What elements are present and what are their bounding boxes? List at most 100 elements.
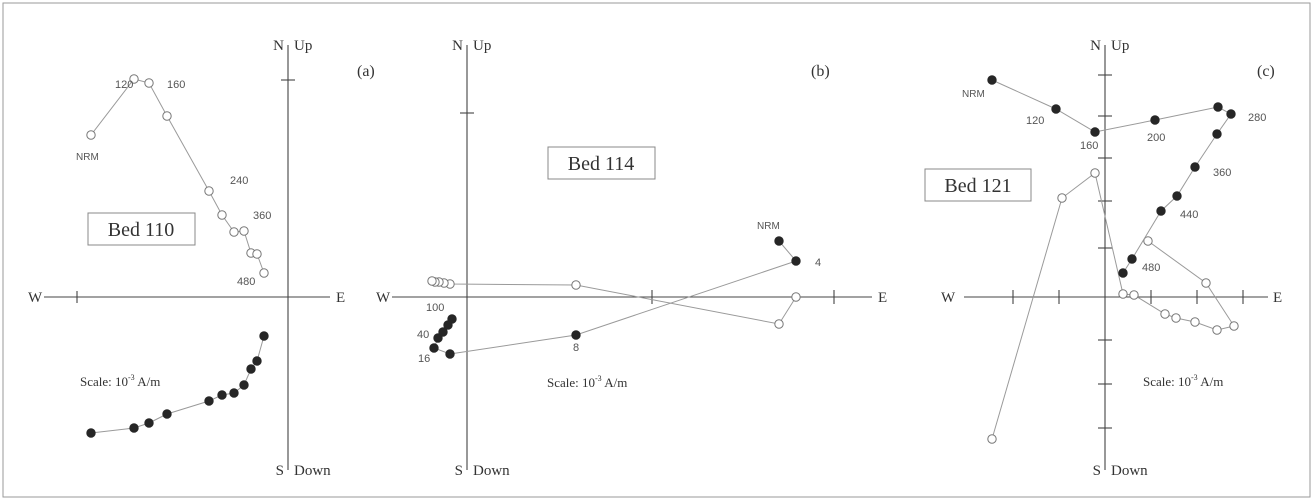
bed-label-c: Bed 121 <box>944 175 1011 197</box>
filled-point-a-9 <box>252 356 262 366</box>
panel-letter-b: (b) <box>811 63 830 80</box>
north-label-a: N <box>273 38 284 54</box>
filled-point-a-3 <box>162 409 172 419</box>
open-point-c-4 <box>1129 290 1139 300</box>
path-line-c-open <box>991 172 1235 440</box>
open-point-a-9 <box>252 249 262 259</box>
filled-point-a-1 <box>129 423 139 433</box>
step-label-a-480: 480 <box>237 276 255 288</box>
step-label-b-100: 100 <box>426 302 444 314</box>
open-point-c-11 <box>1143 236 1153 246</box>
filled-point-c-10 <box>1127 254 1137 264</box>
open-point-c-7 <box>1190 317 1200 327</box>
step-label-b-8: 8 <box>573 342 579 354</box>
filled-point-b-3 <box>445 349 455 359</box>
step-label-b-nrm: NRM <box>757 221 780 232</box>
step-label-b-16: 16 <box>418 353 430 365</box>
open-point-a-1 <box>129 74 139 84</box>
south-label-b: S <box>455 463 463 479</box>
open-point-a-3 <box>162 111 172 121</box>
filled-point-c-5 <box>1226 109 1236 119</box>
down-label-b: Down <box>473 463 510 479</box>
filled-point-c-9 <box>1156 206 1166 216</box>
north-label-b: N <box>452 38 463 54</box>
open-point-a-5 <box>217 210 227 220</box>
filled-point-b-6 <box>438 327 448 337</box>
series-group-c <box>987 75 1239 444</box>
filled-point-c-1 <box>1051 104 1061 114</box>
scale-label-a: Scale: 10-3 A/m <box>80 373 160 389</box>
filled-point-c-11 <box>1118 268 1128 278</box>
open-point-a-6 <box>229 227 239 237</box>
filled-point-b-2 <box>571 330 581 340</box>
open-point-c-8 <box>1212 325 1222 335</box>
up-label-a: Up <box>294 38 312 54</box>
filled-point-c-7 <box>1190 162 1200 172</box>
open-point-b-2 <box>571 280 581 290</box>
open-point-c-1 <box>1057 193 1067 203</box>
open-point-c-2 <box>1090 168 1100 178</box>
filled-point-b-1 <box>791 256 801 266</box>
bed-label-a: Bed 110 <box>108 219 174 241</box>
open-point-a-4 <box>204 186 214 196</box>
step-label-a-360: 360 <box>253 210 271 222</box>
step-label-c-200: 200 <box>1147 132 1165 144</box>
open-point-c-9 <box>1229 321 1239 331</box>
step-label-b-40: 40 <box>417 329 429 341</box>
filled-point-c-2 <box>1090 127 1100 137</box>
open-point-c-5 <box>1160 309 1170 319</box>
open-point-b-7 <box>427 276 437 286</box>
step-label-c-280: 280 <box>1248 112 1266 124</box>
filled-point-a-5 <box>217 390 227 400</box>
open-point-c-0 <box>987 434 997 444</box>
up-label-c: Up <box>1111 38 1129 54</box>
step-label-c-440: 440 <box>1180 209 1198 221</box>
open-point-a-10 <box>259 268 269 278</box>
filled-point-a-6 <box>229 388 239 398</box>
bed-label-box-c <box>924 168 1032 202</box>
path-line-b-open <box>431 280 797 325</box>
panel-letter-c: (c) <box>1257 63 1275 80</box>
panel-b: W E N Up S Down (b) Bed 114 NRM 4 8 16 4… <box>376 38 887 479</box>
east-label-b: E <box>878 290 887 306</box>
filled-point-a-2 <box>144 418 154 428</box>
filled-point-b-5 <box>433 333 443 343</box>
path-line-c-filled <box>991 79 1232 274</box>
filled-point-a-10 <box>259 331 269 341</box>
east-label-a: E <box>336 290 345 306</box>
scale-label-b: Scale: 10-3 A/m <box>547 374 627 390</box>
open-point-a-2 <box>144 78 154 88</box>
scale-label-c: Scale: 10-3 A/m <box>1143 373 1223 389</box>
filled-point-b-8 <box>447 314 457 324</box>
filled-point-b-4 <box>429 343 439 353</box>
west-label-a: W <box>28 290 43 306</box>
bed-label-b: Bed 114 <box>568 153 634 175</box>
east-label-c: E <box>1273 290 1282 306</box>
filled-point-c-3 <box>1150 115 1160 125</box>
filled-point-a-7 <box>239 380 249 390</box>
panel-c: W E N Up S Down (c) Bed 121 NRM 120 160 … <box>924 38 1282 479</box>
open-point-b-0 <box>791 292 801 302</box>
step-label-a-240: 240 <box>230 175 248 187</box>
step-label-c-nrm: NRM <box>962 89 985 100</box>
step-label-a-nrm: NRM <box>76 152 99 163</box>
step-label-a-120: 120 <box>115 79 133 91</box>
step-label-c-480: 480 <box>1142 262 1160 274</box>
north-label-c: N <box>1090 38 1101 54</box>
filled-point-c-6 <box>1212 129 1222 139</box>
step-label-a-160: 160 <box>167 79 185 91</box>
step-label-c-360: 360 <box>1213 167 1231 179</box>
open-point-a-7 <box>239 226 249 236</box>
series-group-b <box>427 236 801 359</box>
step-label-c-120: 120 <box>1026 115 1044 127</box>
filled-point-a-0 <box>86 428 96 438</box>
down-label-a: Down <box>294 463 331 479</box>
south-label-a: S <box>276 463 284 479</box>
filled-point-c-8 <box>1172 191 1182 201</box>
south-label-c: S <box>1093 463 1101 479</box>
west-label-b: W <box>376 290 391 306</box>
up-label-b: Up <box>473 38 491 54</box>
bed-label-box-a <box>87 212 196 246</box>
